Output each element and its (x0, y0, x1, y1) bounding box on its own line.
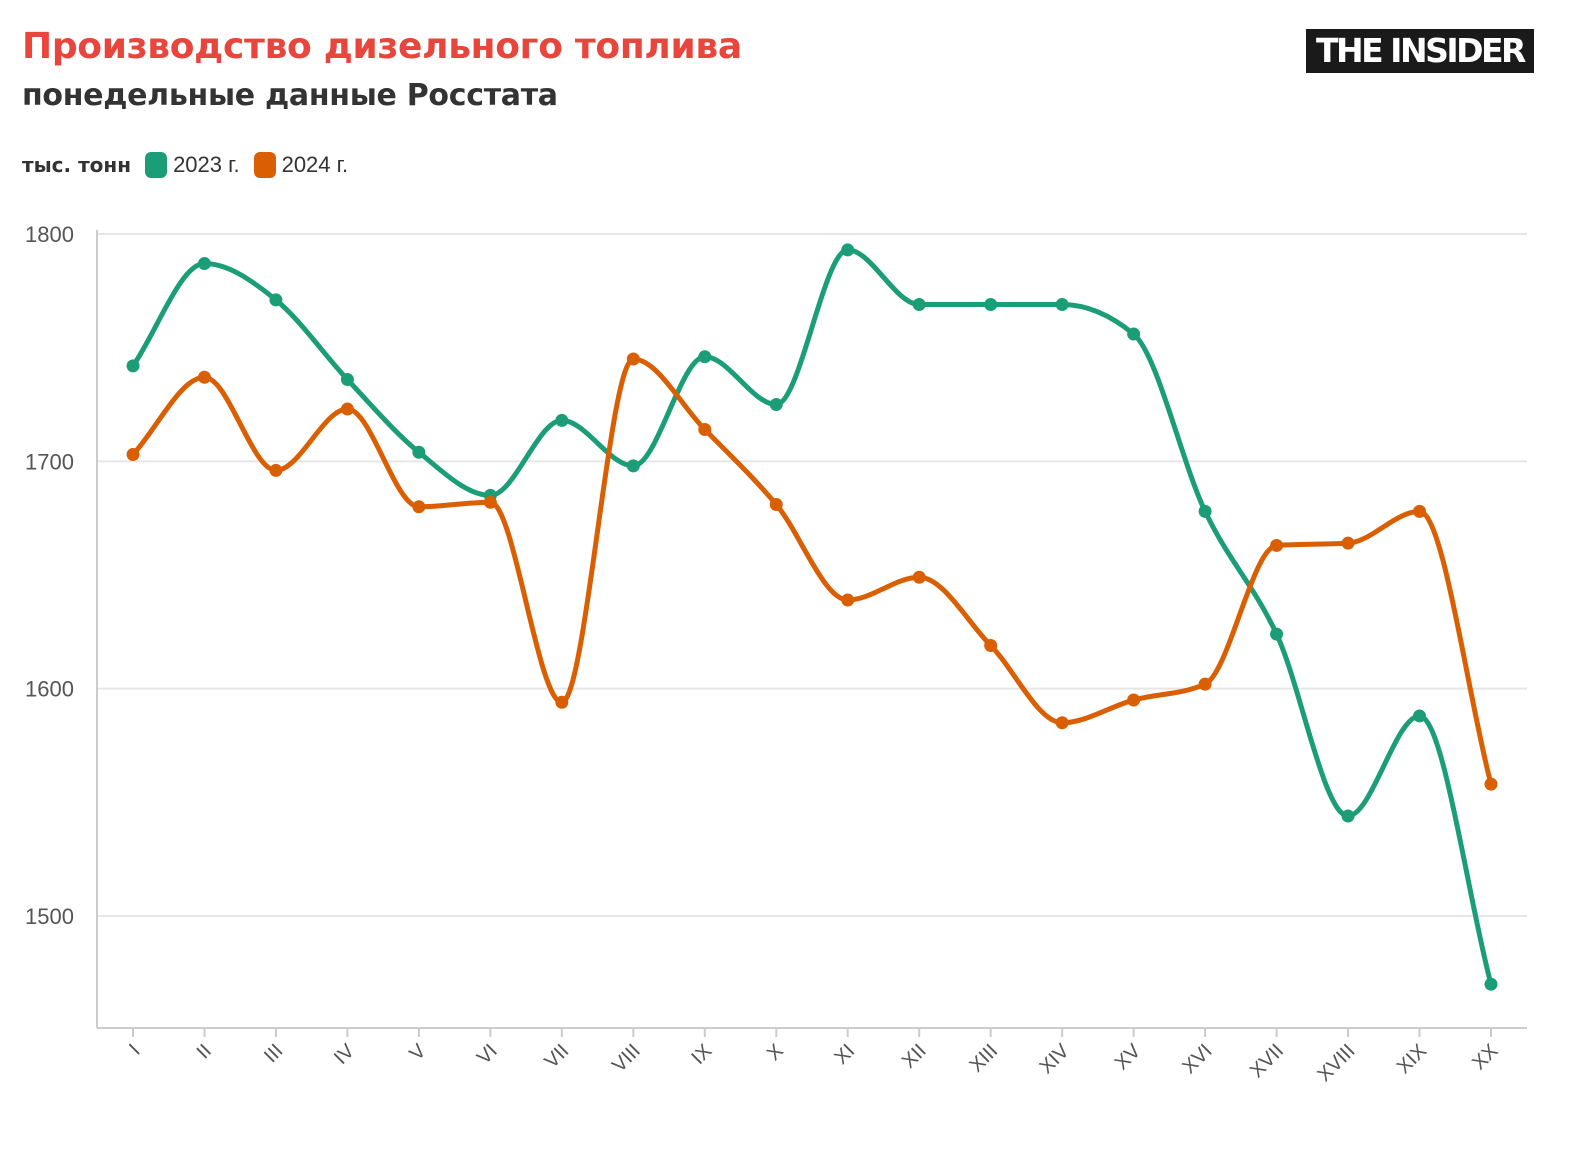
x-tick-label-II: II (193, 1040, 216, 1063)
chart-legend: тыс. тонн 2023 г. 2024 г. (22, 150, 362, 180)
data-point-2024-VI (483, 495, 497, 509)
data-point-2023-II (197, 257, 211, 271)
data-point-2024-IX (698, 423, 712, 437)
data-point-2024-V (412, 500, 426, 514)
grid-layer (97, 233, 1527, 917)
x-tick-label-VII: VII (541, 1040, 574, 1073)
x-tick-label-I: I (125, 1040, 144, 1059)
legend-item-2023: 2023 г. (145, 152, 240, 178)
data-point-2024-XIV (1055, 716, 1069, 730)
data-point-2024-XX (1484, 777, 1498, 791)
x-tick-label-IX: IX (687, 1040, 716, 1069)
data-point-2023-XIII (984, 297, 998, 311)
data-point-2023-III (269, 293, 283, 307)
x-tick-label-IV: IV (330, 1040, 359, 1069)
data-point-2023-XX (1484, 977, 1498, 991)
unit-label: тыс. тонн (22, 153, 132, 177)
x-tick-label-XIX: XIX (1393, 1040, 1431, 1078)
x-tick-label-XX: XX (1468, 1040, 1502, 1074)
x-tick-label-VI: VI (473, 1040, 502, 1069)
data-point-2024-VIII (626, 352, 640, 366)
data-point-2024-XIX (1413, 504, 1427, 518)
x-tick-label-V: V (405, 1040, 430, 1065)
data-point-2023-VIII (626, 459, 640, 473)
series-line-2024 (130, 356, 1494, 787)
x-tick-label-X: X (763, 1040, 788, 1065)
data-point-2023-XVII (1270, 627, 1284, 641)
legend-swatch-2024 (253, 152, 276, 178)
chart-subtitle: понедельные данные Росстата (22, 78, 558, 113)
x-tick-label-XVI: XVI (1178, 1040, 1216, 1078)
data-point-2023-I (126, 359, 140, 373)
data-point-2023-XV (1127, 327, 1141, 341)
data-point-2024-XVII (1270, 538, 1284, 552)
data-point-2024-XIII (984, 638, 998, 652)
data-point-2023-IV (340, 372, 354, 386)
legend-label-2023: 2023 г. (173, 152, 240, 177)
data-point-2023-X (769, 398, 783, 411)
data-point-2023-XIV (1055, 297, 1069, 311)
data-point-2024-VII (555, 695, 569, 709)
y-tick-label-1800: 1800 (25, 222, 74, 247)
data-point-2024-III (269, 463, 283, 477)
data-point-2023-IX (698, 350, 712, 364)
x-tick-label-XVII: XVII (1246, 1040, 1288, 1082)
x-tick-label-III: III (260, 1040, 287, 1067)
data-point-2023-XII (912, 297, 926, 311)
legend-label-2024: 2024 г. (281, 152, 349, 177)
data-point-2024-IV (340, 402, 354, 416)
data-point-2024-XI (841, 593, 855, 607)
x-tick-label-XIV: XIV (1035, 1040, 1074, 1079)
series-line-2023 (130, 247, 1494, 987)
x-tick-label-XVIII: XVIII (1313, 1040, 1359, 1086)
series-layer (126, 243, 1498, 991)
x-tick-label-XV: XV (1111, 1040, 1146, 1075)
y-tick-label-1600: 1600 (25, 677, 74, 702)
brand-logo: THE INSIDER (1306, 29, 1534, 73)
data-point-2024-X (769, 498, 783, 512)
data-point-2024-XII (912, 570, 926, 584)
x-tick-label-XI: XI (830, 1040, 859, 1069)
data-point-2024-XV (1127, 693, 1141, 707)
data-point-2024-XVI (1198, 677, 1212, 691)
data-point-2024-XVIII (1341, 536, 1355, 550)
legend-swatch-2023 (145, 152, 168, 178)
data-point-2023-XVI (1198, 504, 1212, 518)
data-point-2023-XI (841, 243, 855, 257)
x-tick-label-XIII: XIII (965, 1040, 1002, 1077)
chart-title: Производство дизельного топлива (22, 26, 742, 67)
data-point-2023-XVIII (1341, 809, 1355, 823)
x-tick-label-XII: XII (898, 1040, 931, 1073)
data-point-2023-XIX (1413, 709, 1427, 723)
data-point-2024-I (126, 448, 140, 462)
data-point-2024-II (197, 370, 211, 384)
x-tick-label-VIII: VIII (608, 1040, 645, 1077)
y-tick-label-1500: 1500 (25, 904, 74, 929)
data-point-2023-VII (555, 413, 569, 427)
data-point-2023-V (412, 445, 426, 459)
legend-item-2024: 2024 г. (253, 152, 349, 178)
y-tick-label-1700: 1700 (25, 449, 74, 474)
